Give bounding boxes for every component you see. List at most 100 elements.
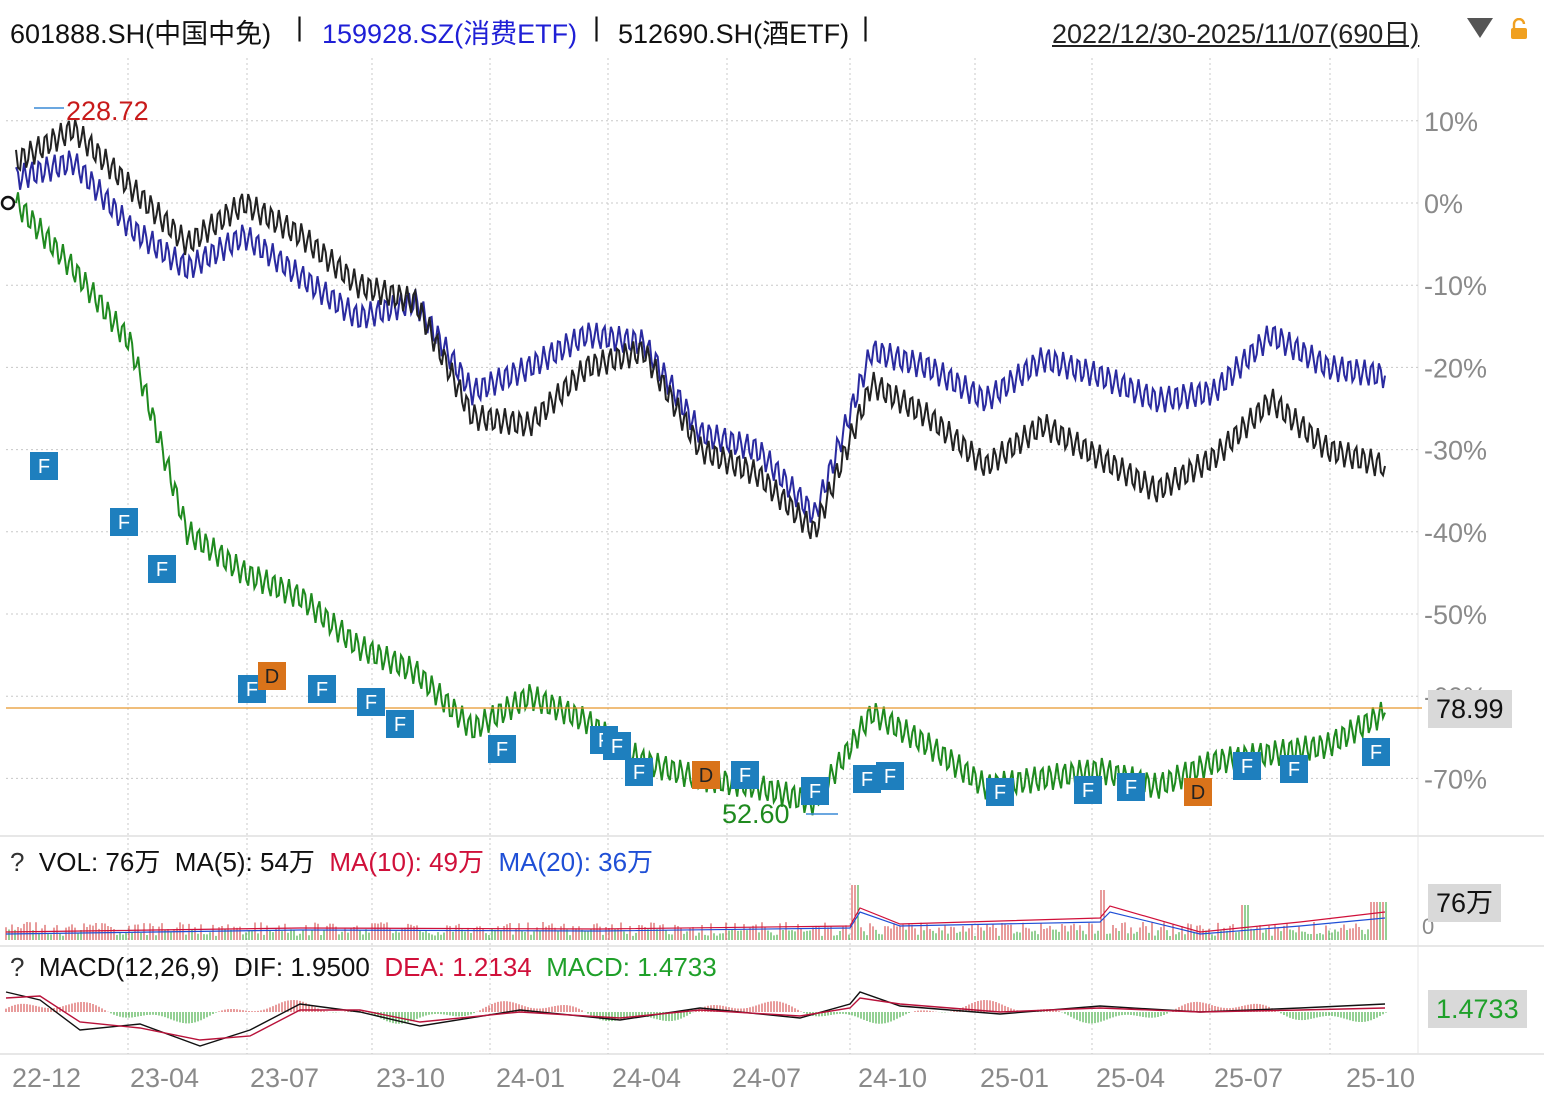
x-axis-tick-label: 24-10 bbox=[858, 1063, 927, 1093]
marker-d[interactable] bbox=[258, 662, 286, 690]
pct-tick-label: -20% bbox=[1424, 353, 1487, 383]
marker-f-label: F bbox=[156, 559, 168, 581]
marker-f-label: F bbox=[38, 456, 50, 478]
x-axis-tick-label: 25-01 bbox=[980, 1063, 1049, 1093]
marker-f[interactable] bbox=[357, 688, 385, 716]
marker-f[interactable] bbox=[801, 777, 829, 805]
marker-f[interactable] bbox=[1362, 738, 1390, 766]
marker-f-label: F bbox=[316, 679, 328, 701]
high-price-label: 228.72 bbox=[66, 96, 149, 126]
marker-f-label: F bbox=[809, 781, 821, 803]
marker-d-label: D bbox=[265, 666, 279, 688]
pct-tick-label: 10% bbox=[1424, 107, 1478, 137]
pct-tick-label: 0% bbox=[1424, 189, 1463, 219]
pct-tick-label: -30% bbox=[1424, 436, 1487, 466]
marker-f[interactable] bbox=[110, 508, 138, 536]
marker-f[interactable] bbox=[488, 735, 516, 763]
macd-last-box: 1.4733 bbox=[1428, 990, 1527, 1028]
symbol-159928[interactable]: 159928.SZ(消费ETF) bbox=[322, 19, 578, 49]
marker-f[interactable] bbox=[30, 452, 58, 480]
marker-d[interactable] bbox=[1184, 778, 1212, 806]
macd-dea-line bbox=[5, 995, 1386, 1041]
macd-name: MACD(12,26,9) bbox=[38, 952, 220, 982]
x-axis-tick-label: 24-04 bbox=[612, 1063, 681, 1093]
marker-f-label: F bbox=[1125, 777, 1137, 799]
marker-f-label: F bbox=[1288, 759, 1300, 781]
low-price-label: 52.60 bbox=[722, 799, 790, 829]
marker-f-label: F bbox=[1241, 756, 1253, 778]
dif-value: DIF: 1.9500 bbox=[234, 952, 370, 982]
marker-f[interactable] bbox=[986, 778, 1014, 806]
marker-f-label: F bbox=[246, 679, 258, 701]
x-axis-tick-label: 25-04 bbox=[1096, 1063, 1165, 1093]
marker-f[interactable] bbox=[625, 758, 653, 786]
pct-tick-label: -50% bbox=[1424, 600, 1487, 630]
separator: | bbox=[862, 12, 870, 42]
volume-ma20-line bbox=[5, 911, 1386, 935]
x-axis-tick-label: 23-10 bbox=[376, 1063, 445, 1093]
drag-handle-icon[interactable] bbox=[0, 195, 16, 211]
marker-f[interactable] bbox=[386, 710, 414, 738]
marker-f[interactable] bbox=[148, 555, 176, 583]
chart-header: 601888.SH(中国中免) | 159928.SZ(消费ETF) | 512… bbox=[0, 0, 1544, 56]
macd-dif-line bbox=[5, 991, 1386, 1047]
dropdown-triangle-icon[interactable] bbox=[1467, 18, 1493, 38]
lock-icon[interactable] bbox=[1508, 18, 1530, 40]
marker-f[interactable] bbox=[1280, 755, 1308, 783]
marker-f-label: F bbox=[884, 766, 896, 788]
separator: | bbox=[296, 12, 304, 42]
marker-d-label: D bbox=[1191, 782, 1205, 804]
marker-f-label: F bbox=[611, 736, 623, 758]
marker-f-label: F bbox=[994, 782, 1006, 804]
x-axis-tick-label: 22-12 bbox=[12, 1063, 81, 1093]
marker-f[interactable] bbox=[876, 762, 904, 790]
dea-value: DEA: 1.2134 bbox=[384, 952, 532, 982]
marker-d-label: D bbox=[699, 765, 713, 787]
marker-f[interactable] bbox=[1233, 752, 1261, 780]
marker-f-label: F bbox=[1370, 742, 1382, 764]
pct-tick-label: -40% bbox=[1424, 518, 1487, 548]
macd-legend: ? MACD(12,26,9) DIF: 1.9500 DEA: 1.2134 … bbox=[10, 952, 717, 983]
separator: | bbox=[593, 12, 601, 42]
volume-ma10-line bbox=[5, 905, 1386, 933]
marker-d[interactable] bbox=[692, 761, 720, 789]
x-axis-tick-label: 25-10 bbox=[1346, 1063, 1415, 1093]
ma5-value: MA(5): 54万 bbox=[174, 847, 315, 877]
volume-last-box: 76万 bbox=[1428, 884, 1502, 922]
pct-tick-label: -70% bbox=[1424, 764, 1487, 794]
marker-f-label: F bbox=[394, 714, 406, 736]
marker-f-label: F bbox=[118, 512, 130, 534]
volume-legend: ? VOL: 76万 MA(5): 54万 MA(10): 49万 MA(20)… bbox=[10, 842, 653, 879]
marker-f-label: F bbox=[496, 739, 508, 761]
marker-f-label: F bbox=[739, 765, 751, 787]
help-icon[interactable]: ? bbox=[10, 847, 25, 877]
x-axis-tick-label: 23-04 bbox=[130, 1063, 199, 1093]
last-price-box: 78.99 bbox=[1428, 690, 1512, 728]
ma10-value: MA(10): 49万 bbox=[329, 847, 484, 877]
x-axis-tick-label: 24-07 bbox=[732, 1063, 801, 1093]
pct-tick-label: -10% bbox=[1424, 271, 1487, 301]
marker-f[interactable] bbox=[731, 761, 759, 789]
help-icon[interactable]: ? bbox=[10, 952, 25, 982]
macd-value: MACD: 1.4733 bbox=[546, 952, 717, 982]
symbol-601888[interactable]: 601888.SH(中国中免) bbox=[10, 19, 272, 49]
x-axis-tick-label: 23-07 bbox=[250, 1063, 319, 1093]
marker-f-label: F bbox=[1082, 780, 1094, 802]
x-axis-tick-label: 25-07 bbox=[1214, 1063, 1283, 1093]
marker-f[interactable] bbox=[308, 675, 336, 703]
marker-f-label: F bbox=[365, 692, 377, 714]
symbol-512690[interactable]: 512690.SH(酒ETF) bbox=[618, 19, 850, 49]
marker-f-label: F bbox=[861, 769, 873, 791]
marker-f[interactable] bbox=[603, 732, 631, 760]
series-line-1 bbox=[15, 192, 1386, 816]
ma20-value: MA(20): 36万 bbox=[498, 847, 654, 877]
date-range[interactable]: 2022/12/30-2025/11/07(690日) bbox=[1052, 19, 1420, 49]
vol-value: VOL: 76万 bbox=[38, 847, 161, 877]
marker-f[interactable] bbox=[1117, 773, 1145, 801]
marker-f[interactable] bbox=[1074, 776, 1102, 804]
series-line-2 bbox=[15, 150, 1386, 523]
marker-f-label: F bbox=[633, 762, 645, 784]
x-axis-tick-label: 24-01 bbox=[496, 1063, 565, 1093]
series-line-3 bbox=[15, 119, 1386, 540]
